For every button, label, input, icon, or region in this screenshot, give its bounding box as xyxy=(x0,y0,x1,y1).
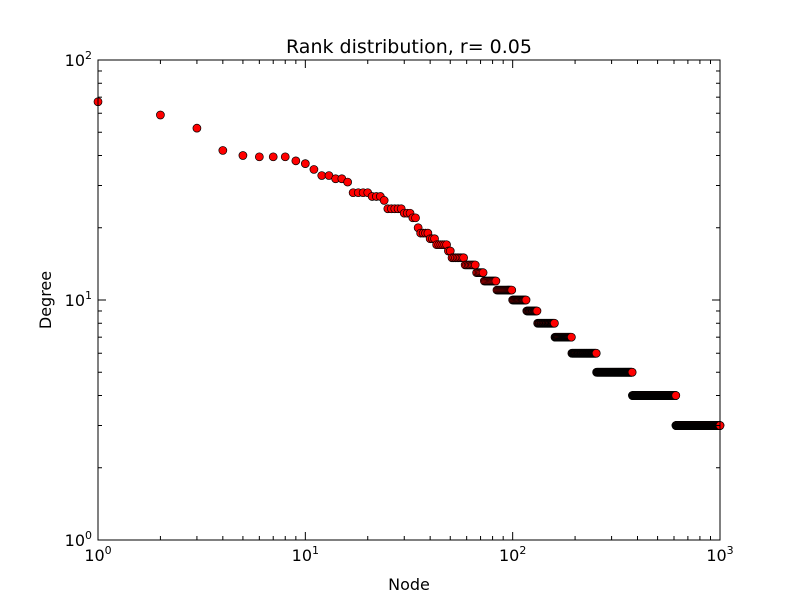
data-point xyxy=(550,318,559,328)
y-axis-label: Degree xyxy=(36,271,55,329)
y-tick-label: 100 xyxy=(65,529,92,550)
data-point xyxy=(507,285,517,295)
data-point xyxy=(254,152,264,162)
data-point xyxy=(317,171,327,180)
data-point xyxy=(491,276,501,286)
x-tick-label: 101 xyxy=(292,544,319,565)
data-point xyxy=(156,110,165,120)
y-tick-label: 102 xyxy=(65,49,92,70)
x-tick-label: 103 xyxy=(706,544,733,565)
data-point xyxy=(478,268,488,277)
data-point xyxy=(470,260,480,270)
data-point xyxy=(521,295,531,305)
data-point xyxy=(192,123,202,133)
data-point xyxy=(343,177,352,187)
data-point xyxy=(268,152,278,162)
data-point xyxy=(218,146,228,155)
y-tick-label: 101 xyxy=(65,289,92,310)
data-point xyxy=(300,159,310,168)
points-layer xyxy=(93,97,725,430)
data-point xyxy=(459,253,468,263)
data-point xyxy=(591,348,601,358)
ticks-layer: 100 101 102 103 100 101 102 xyxy=(65,49,734,565)
data-point xyxy=(627,367,637,377)
data-point xyxy=(309,165,319,174)
data-point xyxy=(671,391,681,400)
data-point xyxy=(532,306,542,316)
data-point xyxy=(411,213,420,223)
data-point xyxy=(238,151,248,160)
chart-title: Rank distribution, r= 0.05 xyxy=(286,36,532,58)
data-point xyxy=(379,196,389,205)
x-tick-label: 102 xyxy=(499,544,526,565)
x-axis-label: Node xyxy=(388,575,430,594)
x-tick-label: 100 xyxy=(84,544,111,565)
plot-frame xyxy=(97,59,721,541)
data-point xyxy=(280,152,290,162)
data-point xyxy=(291,156,301,166)
data-point xyxy=(567,332,576,342)
